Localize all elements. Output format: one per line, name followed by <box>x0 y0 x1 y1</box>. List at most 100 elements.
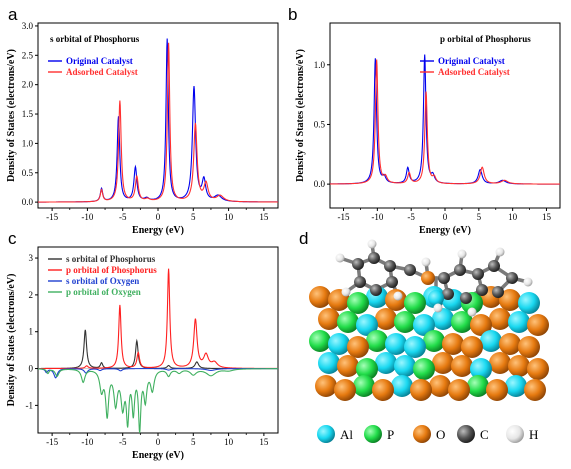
atom-o <box>442 333 464 355</box>
molecule-atom-c <box>460 292 472 304</box>
atom-p <box>404 292 426 314</box>
x-axis-label: Energy (eV) <box>132 225 184 236</box>
y-tick-label: 0.5 <box>314 119 326 129</box>
x-tick-label: 10 <box>508 212 518 222</box>
x-tick-label: -10 <box>81 437 93 447</box>
molecule-atom-al <box>428 290 444 306</box>
legend-entry: Adsorbed Catalyst <box>66 67 138 77</box>
atom-o <box>489 308 511 330</box>
atom-o <box>347 336 369 358</box>
atom-al <box>328 333 350 355</box>
x-tick-label: 10 <box>224 212 234 222</box>
chart-a: -15 -10 -5 0 5 10 15 0.0 0.5 1.0 1.5 2.0 2.5 3.0 Energ… <box>6 21 279 236</box>
atom-o <box>410 379 432 401</box>
x-tick-label: 5 <box>191 212 196 222</box>
legend-entry: Original Catalyst <box>66 56 133 66</box>
atom-o <box>337 355 359 377</box>
atom-p <box>353 375 375 397</box>
y-tick-label: 1.5 <box>22 109 34 119</box>
atom-o <box>375 308 397 330</box>
molecule-atom-c <box>442 288 454 300</box>
y-tick-label: 2 <box>29 290 34 300</box>
y-tick-label: 1 <box>29 327 34 337</box>
x-tick-label: -15 <box>46 212 58 222</box>
series-line-adsorbed-catalyst <box>330 59 560 185</box>
atom-legend: Al P O C H <box>317 425 538 443</box>
molecular-model <box>309 239 549 401</box>
legend-atom-label: C <box>480 427 489 442</box>
atom-p <box>394 311 416 333</box>
atom-o <box>432 352 454 374</box>
x-tick-label: -5 <box>407 212 415 222</box>
legend-entry: s orbital of Phosphorus <box>66 254 156 264</box>
panel-letter-a: a <box>8 5 18 24</box>
y-tick-label: 3 <box>29 253 34 263</box>
molecule-atom-h <box>495 247 505 257</box>
atom-o <box>489 352 511 374</box>
molecule-atom-h <box>467 307 477 317</box>
molecule-atom-o <box>421 271 435 285</box>
x-tick-label: -15 <box>338 212 350 222</box>
y-axis-label: Density of States (electrons/eV) <box>295 49 306 182</box>
molecule-atom-h <box>433 303 443 313</box>
molecule-atom-c <box>472 268 484 280</box>
atom-p <box>413 358 435 380</box>
atom-al <box>356 314 378 336</box>
y-tick-label: 0.0 <box>314 179 326 189</box>
molecule-atom-h <box>457 249 467 259</box>
legend-entry: s orbital of Oxygen <box>66 276 139 286</box>
series-line-s-orbital-of-oxygen <box>38 368 278 379</box>
panel-letter-b: b <box>288 5 297 24</box>
molecule-atom-h <box>421 257 431 267</box>
legend-atom-label: O <box>436 427 445 442</box>
y-axis-label: Density of States (electrons/eV) <box>6 49 17 182</box>
atom-p <box>309 330 331 352</box>
x-axis-label: Energy (eV) <box>419 225 471 236</box>
atom-o <box>524 379 546 401</box>
molecule-atom-c <box>368 252 380 264</box>
y-tick-label: 0.5 <box>22 168 34 178</box>
legend-entry: p orbital of Oxygen <box>66 287 141 297</box>
molecule-atom-c <box>454 264 466 276</box>
chart-b: -15 -10 -5 0 5 10 15 0.0 0.5 1.0 Energy (eV) Densit… <box>295 22 561 236</box>
atom-o <box>527 314 549 336</box>
molecule-atom-c <box>354 276 366 288</box>
molecule-atom-h <box>523 277 533 287</box>
atom-al <box>505 375 527 397</box>
atom-o <box>334 379 356 401</box>
atom-al <box>480 330 502 352</box>
atom-o <box>518 336 540 358</box>
panel-title: s orbital of Phosphorus <box>50 34 140 44</box>
atom-o <box>318 308 340 330</box>
series-line-p-orbital-of-oxygen <box>38 368 278 433</box>
series-line-s-orbital-of-phosphorus <box>38 329 278 370</box>
atom-al <box>413 314 435 336</box>
atom-p <box>337 311 359 333</box>
series-line-adsorbed-catalyst <box>38 42 278 203</box>
atom-al <box>385 333 407 355</box>
plot-frame <box>37 22 279 209</box>
atom-p <box>451 311 473 333</box>
x-tick-label: 0 <box>156 212 161 222</box>
atom-o <box>508 355 530 377</box>
x-tick-label: -15 <box>46 437 58 447</box>
atom-o <box>461 336 483 358</box>
atom-p <box>467 375 489 397</box>
atom-o <box>372 379 394 401</box>
legend-atom-label: H <box>529 427 538 442</box>
atom-o <box>527 358 549 380</box>
molecule-atom-c <box>476 284 488 296</box>
panel-letter-d: d <box>299 229 308 248</box>
panel-title: p orbital of Phosphorus <box>440 34 531 44</box>
atom-p <box>356 358 378 380</box>
atom-al <box>375 352 397 374</box>
atom-al <box>394 355 416 377</box>
atom-o <box>309 286 331 308</box>
y-tick-label: 2.5 <box>22 50 34 60</box>
atom-p <box>423 330 445 352</box>
atom-o <box>448 379 470 401</box>
y-tick-label: 0 <box>29 364 34 374</box>
molecule-atom-c <box>492 286 504 298</box>
molecule-atom-c <box>352 258 364 270</box>
